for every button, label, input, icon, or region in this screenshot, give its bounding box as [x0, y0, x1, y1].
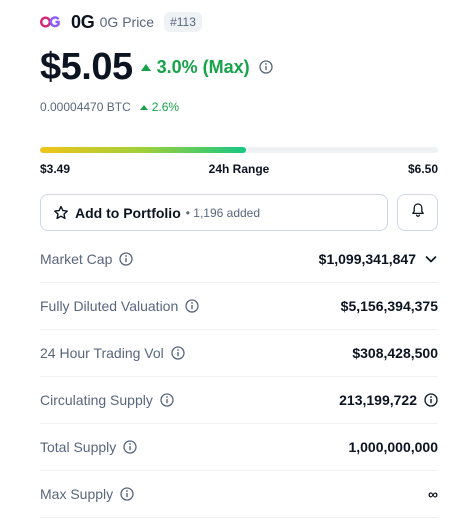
stat-label: Fully Diluted Valuation [40, 298, 179, 314]
btc-change: 2.6% [139, 100, 180, 114]
bell-icon [411, 202, 425, 223]
stat-label: Max Supply [40, 486, 114, 502]
coin-header: 0G 0G Price #113 [40, 11, 202, 33]
rank-badge: #113 [164, 12, 202, 32]
price-change: 3.0% (Max) [140, 56, 250, 78]
stat-value: $308,428,500 [352, 345, 438, 361]
add-to-portfolio-button[interactable]: Add to Portfolio • 1,196 added [40, 194, 388, 231]
info-icon[interactable] [123, 440, 137, 454]
info-icon[interactable] [119, 252, 134, 266]
chevron-down-icon[interactable] [424, 252, 438, 266]
stat-value: 1,000,000,000 [348, 439, 438, 455]
stat-value: ∞ [428, 486, 438, 502]
range-labels: $3.49 24h Range $6.50 [40, 162, 438, 178]
info-icon[interactable] [424, 393, 438, 407]
price-row: $5.05 3.0% (Max) [40, 44, 273, 90]
stat-row-market-cap: Market Cap $1,099,341,847 [40, 236, 438, 283]
range-bar-fill [40, 147, 247, 153]
info-icon[interactable] [160, 393, 174, 407]
info-icon[interactable] [185, 299, 199, 313]
caret-up-icon [140, 63, 151, 71]
portfolio-label: Add to Portfolio [75, 204, 181, 221]
price-alert-button[interactable] [397, 194, 438, 231]
price-change-value: 3.0% (Max) [156, 56, 250, 77]
stats-table: Market Cap $1,099,341,847 Fully Diluted … [40, 236, 438, 518]
info-icon[interactable] [171, 346, 185, 360]
stat-label: Market Cap [40, 251, 113, 267]
0g-logo-icon [40, 12, 62, 32]
stat-value: $1,099,341,847 [318, 251, 416, 267]
stat-row-fdv: Fully Diluted Valuation $5,156,394,375 [40, 283, 438, 330]
stat-label: Circulating Supply [40, 392, 153, 408]
stat-row-total-supply: Total Supply 1,000,000,000 [40, 424, 438, 471]
stat-value: $5,156,394,375 [340, 298, 438, 314]
portfolio-count: • 1,196 added [185, 205, 261, 220]
btc-price: 0.00004470 BTC [40, 100, 131, 114]
range-low: $3.49 [40, 162, 71, 176]
stat-value: 213,199,722 [339, 392, 417, 408]
caret-up-icon [139, 104, 148, 110]
current-price: $5.05 [40, 45, 133, 88]
stat-row-circulating-supply: Circulating Supply 213,199,722 [40, 377, 438, 424]
star-icon [53, 205, 69, 221]
stat-label: 24 Hour Trading Vol [40, 345, 164, 361]
btc-price-row: 0.00004470 BTC 2.6% [40, 99, 179, 115]
coin-name: 0G Price [99, 14, 155, 30]
coin-symbol: 0G [71, 11, 95, 32]
range-high: $6.50 [407, 162, 438, 176]
stat-row-trading-vol: 24 Hour Trading Vol $308,428,500 [40, 330, 438, 377]
info-icon[interactable] [258, 60, 273, 74]
stat-label: Total Supply [40, 439, 117, 455]
range-bar [40, 147, 438, 153]
info-icon[interactable] [120, 487, 134, 501]
range-title: 24h Range [208, 162, 270, 176]
stat-row-max-supply: Max Supply ∞ [40, 471, 438, 518]
btc-change-value: 2.6% [151, 100, 180, 114]
